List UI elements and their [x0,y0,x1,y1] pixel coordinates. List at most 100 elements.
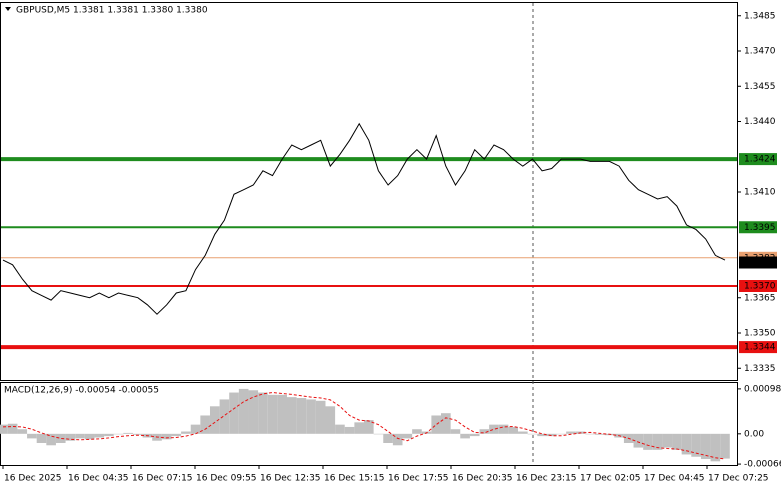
macd-bar [277,394,287,434]
macd-bar [190,424,201,434]
macd-bar [681,433,692,455]
macd-bar [258,392,268,434]
y-tick-label: 0.00 [744,429,764,439]
macd-bar [315,400,326,434]
macd-bar [508,426,519,434]
current-price-bg [739,256,777,269]
macd-bar [412,429,422,434]
y-tick-label: 1.3455 [744,82,776,92]
macd-bar [171,433,182,437]
macd-bar [181,431,191,434]
macd-bar [662,433,673,448]
macd-bar [383,433,393,443]
macd-bar [209,406,220,434]
macd-bar [200,415,210,434]
macd-bar [672,433,682,450]
x-tick-label: 16 Dec 07:15 [132,474,193,484]
macd-bar [104,433,114,437]
macd-bar [123,432,133,434]
level-label-bg [739,221,777,234]
level-label: 1.3344 [744,343,776,353]
macd-bar [460,433,470,439]
macd-bar [518,431,528,434]
macd-bar [238,388,249,434]
macd-bar [267,394,278,434]
macd-bar [546,433,557,437]
y-tick-label: -0.00066 [744,460,781,470]
y-tick-label: 1.3440 [744,117,776,127]
macd-bar [633,433,644,448]
x-tick-label: 16 Dec 17:55 [388,474,449,484]
macd-bar [498,424,509,434]
level-label: 1.3424 [744,155,776,165]
x-tick-label: 17 Dec 04:45 [644,474,705,484]
x-tick-label: 16 Dec 20:35 [452,474,513,484]
macd-bar [17,429,28,434]
dropdown-icon [5,7,11,11]
macd-bar [27,433,37,439]
y-tick-label: 0.00098 [744,384,781,394]
x-tick-label: 16 Dec 12:35 [260,474,321,484]
x-tick-label: 16 Dec 2025 [4,474,62,484]
macd-bar [585,433,596,435]
macd-bar [402,433,413,439]
macd-bar [286,397,297,434]
macd-bar [296,398,307,434]
level-label: 1.3370 [744,282,776,292]
macd-bar [720,433,730,459]
macd-bar [7,423,18,434]
macd-bar [335,424,345,434]
price-title: GBPUSD,M5 1.3381 1.3381 1.3380 1.3380 [16,6,208,16]
macd-bar [527,433,538,435]
macd-bar [132,433,143,435]
level-label-bg [739,280,777,292]
macd-bar [441,413,451,434]
macd-bar [36,433,47,443]
macd-bar [219,399,230,434]
x-tick-label: 17 Dec 02:05 [580,474,641,484]
macd-bar [643,433,653,450]
macd-bar [46,433,56,446]
y-tick-label: 1.3485 [744,11,776,21]
macd-title: MACD(12,26,9) -0.00054 -0.00055 [4,386,159,396]
macd-bar [450,429,461,434]
level-label: 1.3395 [744,223,776,233]
macd-bar [94,433,105,438]
macd-panel [0,382,738,466]
macd-bar [55,433,66,443]
macd-bar [161,433,172,440]
y-tick-label: 1.3410 [744,188,776,198]
macd-bar [469,433,480,437]
y-tick-label: 1.3365 [744,293,776,303]
macd-bar [84,433,95,440]
macd-bar [479,429,490,434]
macd-bar [652,433,663,450]
macd-bar [595,433,605,435]
y-tick-label: 1.3470 [744,47,776,57]
macd-bar [556,433,567,435]
macd-bar [710,433,721,462]
y-tick-label: 1.3335 [744,364,776,374]
macd-bar [229,392,239,434]
macd-bar [354,422,364,434]
macd-bar [75,433,85,439]
x-tick-label: 17 Dec 07:25 [708,474,769,484]
level-label-bg [739,341,777,354]
y-tick-label: 1.3350 [744,329,776,339]
macd-bar [537,433,547,437]
macd-bar [306,399,316,434]
macd-bar [392,433,403,446]
macd-bar [431,415,442,434]
macd-bar [364,420,374,434]
macd-bar [65,433,76,441]
macd-bar [566,431,576,434]
macd-bar [113,433,124,435]
macd-bar [691,433,701,457]
macd-bar [325,406,336,434]
x-tick-label: 16 Dec 09:55 [196,474,257,484]
x-tick-label: 16 Dec 23:15 [516,474,577,484]
macd-bar [344,426,355,434]
macd-bar [489,424,499,434]
